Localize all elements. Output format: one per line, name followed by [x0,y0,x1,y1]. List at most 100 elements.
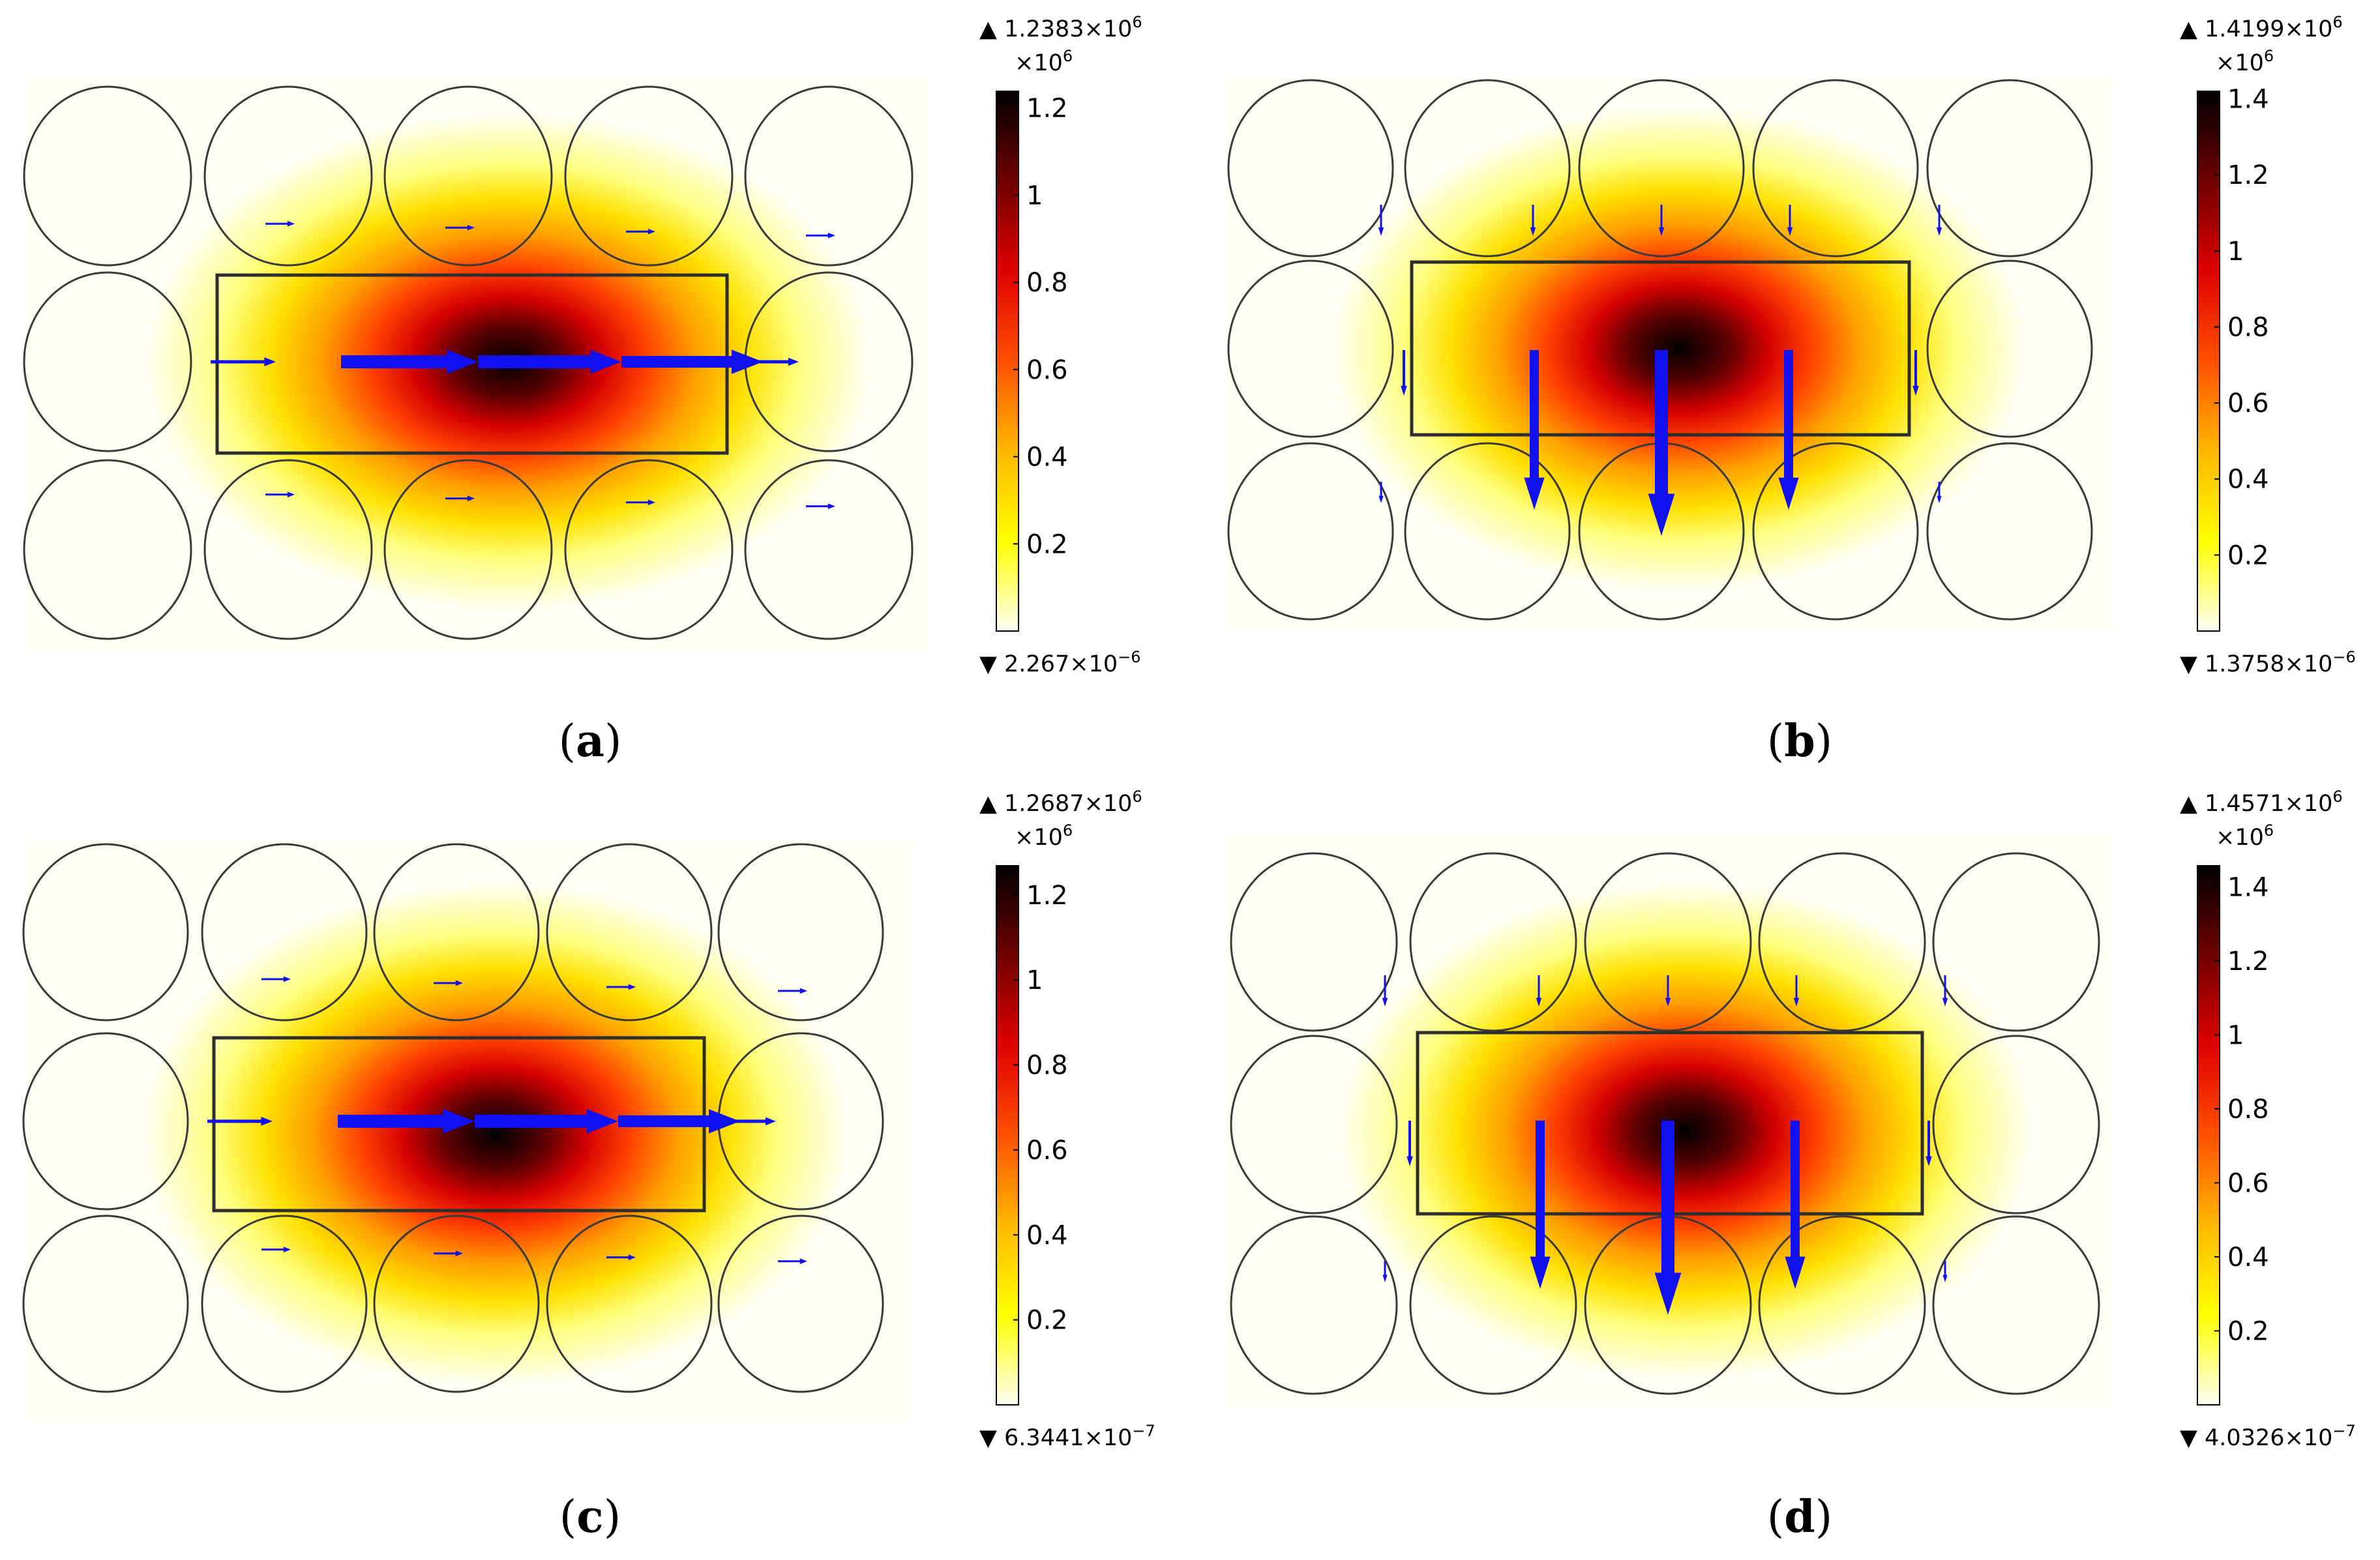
fiber-circle [1404,442,1571,621]
colorbar-tick-label: 0.2 [1026,1306,1068,1336]
flux-arrow-tiny-head [1793,997,1800,1007]
flux-arrow-tiny-head [799,1258,807,1265]
colorbar-tick-label: 0.2 [1026,529,1068,559]
heat-field-c [143,883,848,1385]
fiber-circle [1227,442,1394,621]
flux-arrow-tiny-head [1378,227,1384,236]
colorbar-b: 0.2 0.4 0.6 0.8 1 1.2 1.4 ▲ 1.4199×106 ×106 ▼ 1.3… [2180,13,2356,677]
colorbar-tick-label: 1.2 [2227,160,2269,190]
flux-arrow-main-head [587,1109,618,1134]
flux-arrow-main-head [590,349,621,374]
fiber-circle [1752,442,1919,621]
fiber-circle [383,85,553,267]
colorbar-tick-label: 0.8 [1026,1051,1068,1081]
flux-arrow-tiny-head [1382,997,1388,1007]
fiber-circle [23,85,192,267]
flux-arrow-small-head [788,357,799,366]
flux-arrow-tiny-head [455,1250,463,1257]
flux-arrow-small-head [1401,385,1407,396]
fiber-circle [1932,1215,2100,1395]
colorbar-max-label: ▲ 1.4199×106 [2180,13,2343,42]
flux-arrow-tiny-head [467,495,475,501]
flux-arrow-main-head [443,1109,475,1134]
colorbar-tick-label: 0.6 [1026,1136,1068,1166]
colorbar-tick-label: 0.6 [2227,1168,2269,1198]
fiber-circle [1758,1215,1926,1395]
heat-field-d [1340,883,2031,1379]
flux-arrow-tiny-head [647,499,655,505]
colorbar-c: 0.2 0.4 0.6 0.8 1 1.2 ▲ 1.2687×106 ×106 ▼ 6.3441… [979,787,1155,1451]
fiber-circle [22,1032,189,1211]
panel-c: 0.2 0.4 0.6 0.8 1 1.2 ▲ 1.2687×106 ×106 ▼ 6.3441… [22,787,1155,1543]
flux-arrow-tiny-head [1787,227,1793,236]
colorbar-tick-label: 0.4 [2227,1243,2269,1273]
flux-arrow-small-head [766,1117,776,1126]
flux-arrow-tiny-head [647,228,655,235]
colorbar-tick-label: 0.4 [2227,465,2269,495]
colorbar-tick-label: 0.8 [2227,312,2269,342]
colorbar-min-label: ▼ 4.0326×10−7 [2180,1422,2356,1451]
fiber-circle [201,1214,368,1393]
fiber-circle [1584,852,1752,1032]
fiber-circle [373,1214,540,1393]
flux-arrow-main-head [447,349,478,374]
fiber-circle [1758,852,1926,1032]
colorbar-max-label: ▲ 1.4571×106 [2180,787,2343,817]
flux-arrow-tiny-head [628,984,636,990]
fiber-circle [717,843,884,1022]
flux-arrows-a [211,220,835,509]
flux-arrow-tiny-head [283,976,291,982]
fiber-circle [1926,259,2093,438]
heat-field-b [1333,108,2025,590]
flux-arrow-main-head [1648,493,1675,536]
fiber-circle [717,1214,884,1393]
colorbar-tick-label: 0.8 [1026,268,1068,298]
flux-arrow-main-head [732,349,763,374]
fiber-circle [203,459,373,640]
panel-d: 0.2 0.4 0.6 0.8 1 1.2 1.4 ▲ 1.4571×106 ×106 ▼ 4.0… [1227,787,2356,1543]
fiber-circle [1404,79,1571,258]
colorbar-max-label: ▲ 1.2687×106 [979,787,1142,817]
flux-arrows-d [1382,975,1948,1315]
fiber-circle [201,843,368,1022]
fiber-circle [546,843,713,1022]
colorbar-gradient-d [2197,865,2220,1405]
colorbar-max-label: ▲ 1.2383×106 [979,13,1142,42]
colorbar-gradient-b [2197,91,2220,632]
flux-arrow-tiny-head [1665,997,1671,1007]
colorbar-tick-label: 1.2 [1026,94,1068,124]
flux-arrows-c [207,976,807,1265]
colorbar-tick-label: 1 [2227,1020,2244,1050]
flux-arrow-small-head [1406,1156,1413,1166]
colorbar-tick-label: 1 [1026,965,1043,995]
fiber-circle [564,459,734,640]
colorbar-tick-label: 1.4 [2227,85,2269,115]
flux-arrow-tiny-head [628,1254,636,1261]
colorbar-multiplier: ×106 [1015,47,1073,76]
fiber-circle [1932,852,2100,1032]
flux-arrow-small-head [261,1117,273,1126]
flux-arrow-tiny-head [1942,997,1948,1007]
fiber-circle [1752,79,1919,258]
fiber-circle [23,459,192,640]
flux-arrow-tiny-head [827,232,835,239]
fiber-circle [203,85,373,267]
colorbar-min-label: ▼ 2.267×10−6 [979,648,1141,677]
flux-arrow-tiny-head [1658,227,1665,236]
flux-arrow-tiny-head [287,492,295,497]
flux-arrow-tiny-head [283,1246,291,1253]
flux-arrow-tiny-head [467,224,475,231]
panel-caption-d: (d) [1767,1491,1833,1543]
fiber-circle [373,843,540,1022]
fiber-circle [1230,1215,1398,1395]
flux-arrow-tiny-head [455,980,463,986]
fiber-circle [1409,852,1577,1032]
fiber-circle [1230,852,1398,1032]
panel-caption-a: (a) [558,715,621,767]
fiber-circle [546,1214,713,1393]
fiber-circle [564,85,734,267]
colorbar-multiplier: ×106 [1015,821,1073,851]
fiber-circle [22,1214,189,1393]
fiber-circle [1578,79,1745,258]
